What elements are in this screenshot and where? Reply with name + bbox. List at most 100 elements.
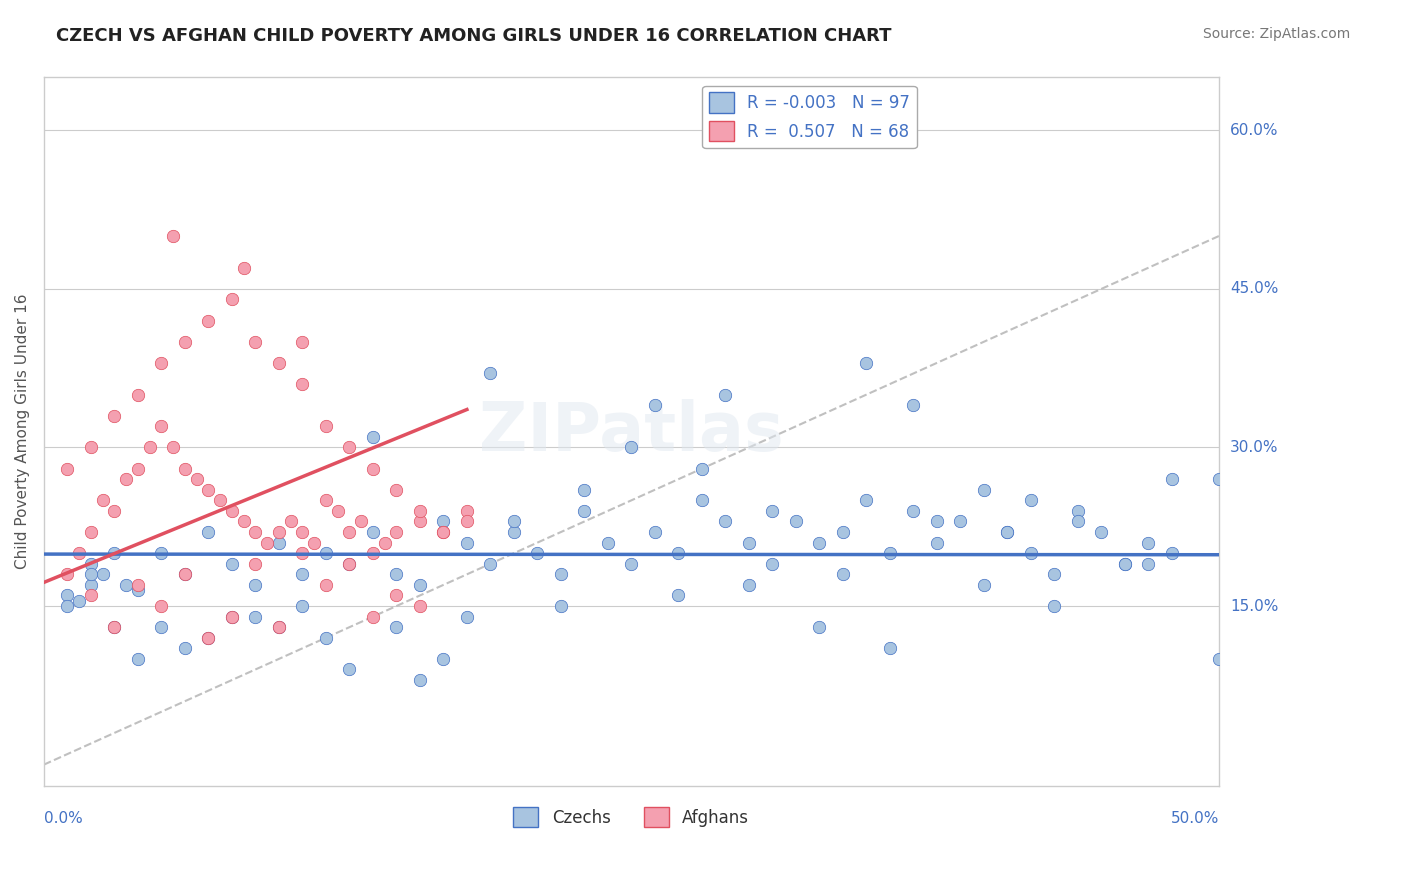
Text: CZECH VS AFGHAN CHILD POVERTY AMONG GIRLS UNDER 16 CORRELATION CHART: CZECH VS AFGHAN CHILD POVERTY AMONG GIRL… [56, 27, 891, 45]
Point [209, 493, 232, 508]
Point [103, 409, 125, 423]
Point [1137, 535, 1160, 549]
Point [574, 483, 596, 497]
Point [1161, 546, 1184, 560]
Point [315, 546, 337, 560]
Point [690, 493, 713, 508]
Point [855, 356, 877, 370]
Point [385, 483, 408, 497]
Point [315, 578, 337, 592]
Point [197, 631, 219, 645]
Point [67, 546, 90, 560]
Point [503, 515, 526, 529]
Point [267, 535, 290, 549]
Point [162, 229, 184, 244]
Point [832, 567, 855, 582]
Point [339, 663, 361, 677]
Point [432, 652, 454, 666]
Point [1137, 557, 1160, 571]
Text: 0.0%: 0.0% [44, 811, 83, 826]
Point [221, 609, 243, 624]
Point [127, 578, 149, 592]
Point [91, 567, 114, 582]
Point [385, 524, 408, 539]
Point [56, 567, 79, 582]
Point [174, 641, 197, 656]
Point [221, 293, 243, 307]
Point [456, 515, 478, 529]
Point [350, 515, 373, 529]
Point [925, 535, 948, 549]
Text: 50.0%: 50.0% [1171, 811, 1219, 826]
Point [302, 535, 325, 549]
Point [997, 524, 1019, 539]
Point [714, 387, 737, 401]
Point [1043, 567, 1066, 582]
Point [138, 441, 160, 455]
Point [879, 546, 901, 560]
Point [456, 504, 478, 518]
Point [315, 493, 337, 508]
Point [925, 515, 948, 529]
Point [197, 524, 219, 539]
Point [432, 524, 454, 539]
Point [808, 535, 831, 549]
Point [997, 524, 1019, 539]
Point [127, 387, 149, 401]
Point [291, 524, 314, 539]
Point [103, 620, 125, 634]
Point [374, 535, 396, 549]
Point [1161, 472, 1184, 486]
Point [361, 430, 384, 444]
Point [80, 524, 103, 539]
Point [267, 356, 290, 370]
Point [690, 461, 713, 475]
Point [127, 583, 149, 598]
Point [738, 578, 761, 592]
Point [245, 524, 267, 539]
Point [479, 557, 502, 571]
Point [115, 578, 138, 592]
Text: 45.0%: 45.0% [1230, 281, 1278, 296]
Point [291, 334, 314, 349]
Point [339, 557, 361, 571]
Point [1067, 504, 1090, 518]
Point [245, 557, 267, 571]
Text: Source: ZipAtlas.com: Source: ZipAtlas.com [1202, 27, 1350, 41]
Point [197, 483, 219, 497]
Point [409, 515, 432, 529]
Point [150, 546, 173, 560]
Point [526, 546, 548, 560]
Point [326, 504, 349, 518]
Point [174, 567, 197, 582]
Point [596, 535, 619, 549]
Point [174, 334, 197, 349]
Point [808, 620, 831, 634]
Point [456, 535, 478, 549]
Point [267, 524, 290, 539]
Point [644, 524, 666, 539]
Point [1019, 493, 1042, 508]
Point [197, 313, 219, 327]
Legend: Czechs, Afghans: Czechs, Afghans [506, 800, 756, 834]
Point [785, 515, 807, 529]
Point [56, 599, 79, 613]
Point [973, 483, 995, 497]
Point [91, 493, 114, 508]
Point [761, 504, 783, 518]
Point [1114, 557, 1136, 571]
Point [162, 441, 184, 455]
Point [339, 441, 361, 455]
Point [291, 567, 314, 582]
Point [620, 441, 643, 455]
Point [56, 589, 79, 603]
Point [315, 419, 337, 434]
Text: 60.0%: 60.0% [1230, 123, 1278, 137]
Point [479, 367, 502, 381]
Point [245, 334, 267, 349]
Point [1208, 472, 1230, 486]
Point [245, 578, 267, 592]
Point [361, 461, 384, 475]
Point [256, 535, 278, 549]
Point [668, 589, 690, 603]
